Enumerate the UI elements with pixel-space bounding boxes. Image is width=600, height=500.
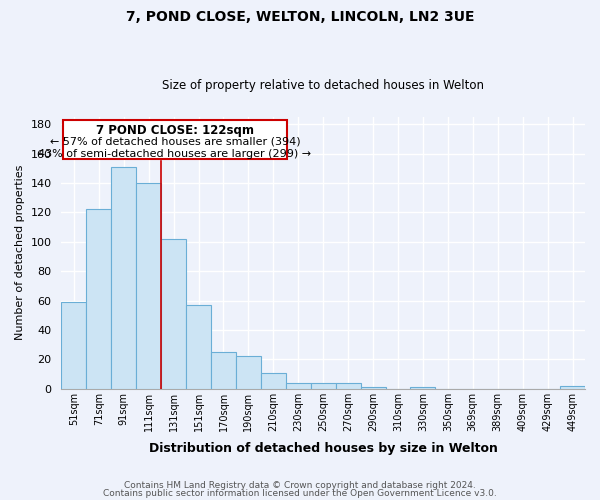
Bar	[335, 383, 361, 388]
FancyBboxPatch shape	[62, 120, 287, 160]
Bar	[111, 167, 136, 388]
Text: Contains public sector information licensed under the Open Government Licence v3: Contains public sector information licen…	[103, 488, 497, 498]
Text: 43% of semi-detached houses are larger (299) →: 43% of semi-detached houses are larger (…	[38, 149, 311, 159]
Title: Size of property relative to detached houses in Welton: Size of property relative to detached ho…	[162, 79, 484, 92]
Bar	[186, 305, 211, 388]
Bar	[261, 372, 286, 388]
Bar	[61, 302, 86, 388]
Bar	[136, 183, 161, 388]
Bar	[211, 352, 236, 389]
Bar	[236, 356, 261, 388]
Bar	[560, 386, 585, 388]
Text: Contains HM Land Registry data © Crown copyright and database right 2024.: Contains HM Land Registry data © Crown c…	[124, 481, 476, 490]
Bar	[311, 383, 335, 388]
Text: 7 POND CLOSE: 122sqm: 7 POND CLOSE: 122sqm	[96, 124, 254, 137]
Bar	[86, 210, 111, 388]
Y-axis label: Number of detached properties: Number of detached properties	[15, 165, 25, 340]
Bar	[286, 383, 311, 388]
Bar	[161, 239, 186, 388]
Text: ← 57% of detached houses are smaller (394): ← 57% of detached houses are smaller (39…	[50, 136, 300, 146]
X-axis label: Distribution of detached houses by size in Welton: Distribution of detached houses by size …	[149, 442, 497, 455]
Text: 7, POND CLOSE, WELTON, LINCOLN, LN2 3UE: 7, POND CLOSE, WELTON, LINCOLN, LN2 3UE	[126, 10, 474, 24]
